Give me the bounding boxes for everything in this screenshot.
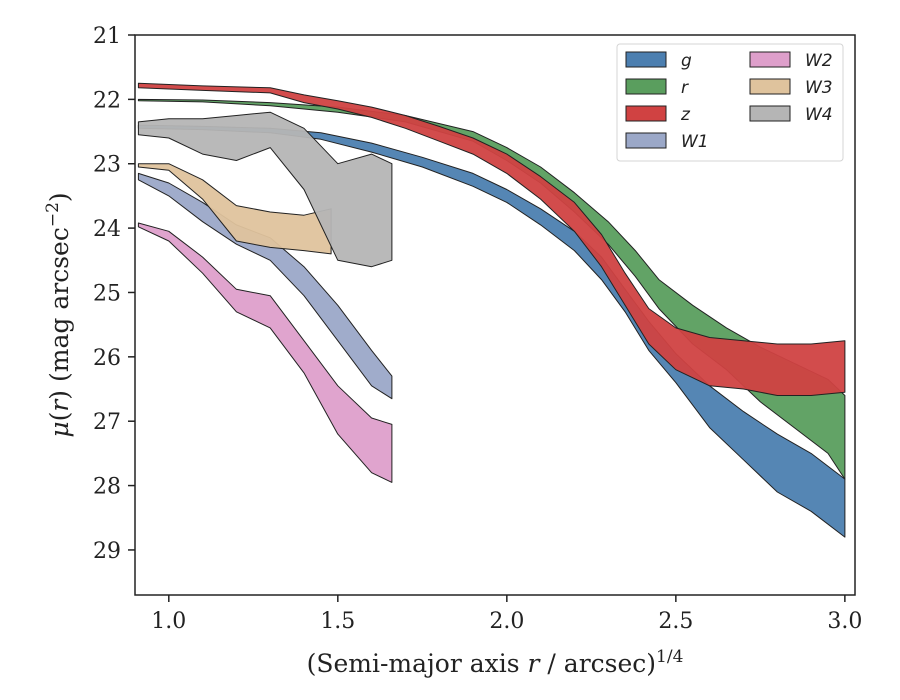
legend-label-z: z	[680, 105, 691, 125]
band-g	[137, 124, 846, 538]
legend-label-w4: W4	[805, 105, 833, 125]
legend-label-r: r	[681, 78, 689, 98]
y-tick-label: 22	[93, 88, 121, 113]
band-w3	[137, 163, 332, 255]
y-tick-label: 21	[93, 24, 121, 49]
series-bands	[137, 82, 846, 538]
x-tick-label: 2.0	[489, 609, 524, 634]
x-tick-label: 3.0	[827, 609, 862, 634]
legend-swatch-r	[625, 78, 667, 95]
x-tick-label: 1.5	[320, 609, 355, 634]
legend-swatch-w3	[749, 78, 791, 95]
y-axis-ticks: 21 22 23 24 25 26 27 28 29	[93, 24, 135, 564]
legend-swatch-w1	[625, 132, 667, 149]
y-tick-label: 27	[93, 410, 121, 435]
x-axis-ticks: 1.0 1.5 2.0 2.5 3.0	[151, 595, 862, 634]
band-z	[137, 82, 846, 396]
legend-label-w1: W1	[681, 132, 709, 152]
legend-swatch-z	[625, 105, 667, 122]
legend: grz W1 W2 W3 W4	[616, 43, 844, 162]
y-tick-label: 24	[93, 217, 121, 242]
y-tick-label: 29	[93, 539, 121, 564]
legend-label-w3: W3	[805, 78, 833, 98]
x-tick-label: 2.5	[658, 609, 693, 634]
legend-label-g: g	[681, 51, 692, 71]
band-w2	[137, 222, 393, 483]
y-axis-title: μ(r) (mag arcsec−2)	[43, 192, 74, 437]
legend-label-w2: W2	[805, 51, 833, 71]
y-tick-label: 23	[93, 153, 121, 178]
y-tick-label: 26	[93, 346, 121, 371]
y-tick-label: 25	[93, 281, 121, 306]
legend-swatch-w2	[749, 51, 791, 68]
y-tick-label: 28	[93, 475, 121, 500]
legend-swatch-w4	[749, 105, 791, 122]
band-w4	[137, 111, 393, 268]
plot-frame	[134, 34, 856, 596]
x-tick-label: 1.0	[151, 609, 186, 634]
legend-frame	[616, 43, 844, 162]
legend-swatch-g	[625, 51, 667, 68]
x-axis-title: (Semi-major axis r / arcsec)1/4	[307, 647, 684, 678]
